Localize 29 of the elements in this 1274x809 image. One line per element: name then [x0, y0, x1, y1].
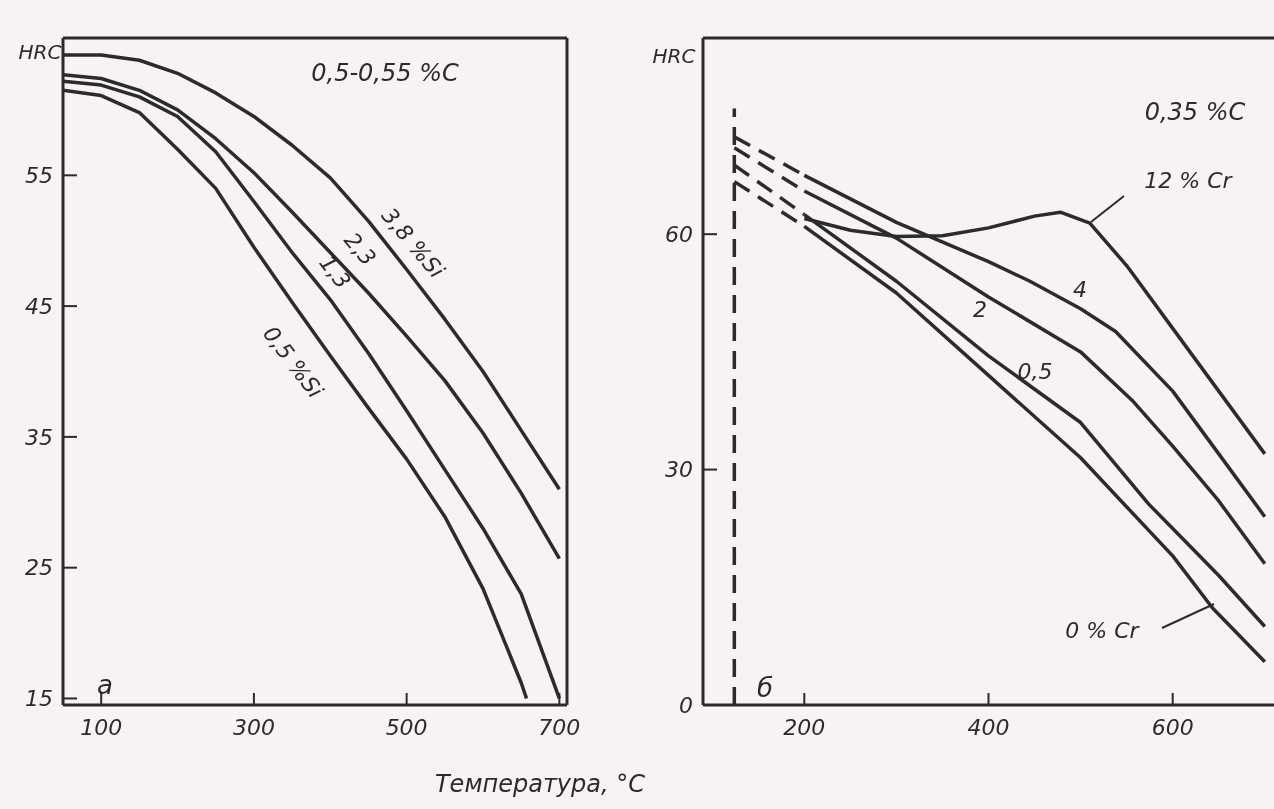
y-axis-title: HRC [652, 44, 696, 68]
text: 12 % Cr [1144, 167, 1232, 193]
x-tick-label: 500 [385, 714, 428, 740]
text: 0,5 %Si [258, 321, 328, 403]
series-label: 4 [1073, 276, 1087, 302]
annotation: 0,35 %C [1144, 98, 1246, 126]
y-tick-label: 0 [679, 692, 693, 718]
y-tick-label: 25 [25, 555, 53, 581]
series-label: 0,5 [1017, 358, 1053, 384]
x-tick-label: 400 [967, 714, 1010, 740]
x-axis-title: Температура, °C [434, 770, 646, 798]
y-tick-label: 30 [665, 457, 693, 483]
annotation: б [756, 673, 774, 703]
annotation: а [97, 670, 113, 700]
x-tick-label: 300 [232, 714, 275, 740]
x-tick-label: 200 [783, 714, 826, 740]
y-tick-label: 55 [25, 163, 53, 189]
legend-label: 0 % Cr [1065, 617, 1139, 643]
y-tick-label: 60 [665, 221, 693, 247]
annotation: 0,5-0,55 %C [311, 59, 459, 87]
y-tick-label: 15 [25, 686, 53, 712]
text: 3,8 %Si [376, 203, 450, 283]
y-tick-label: 35 [25, 424, 53, 450]
x-tick-label: 100 [80, 714, 123, 740]
y-axis-title: HRC [18, 40, 62, 64]
x-tick-label: 600 [1151, 714, 1194, 740]
x-tick-label: 700 [538, 714, 581, 740]
series-label: 2 [973, 296, 987, 322]
y-tick-label: 45 [25, 293, 53, 319]
